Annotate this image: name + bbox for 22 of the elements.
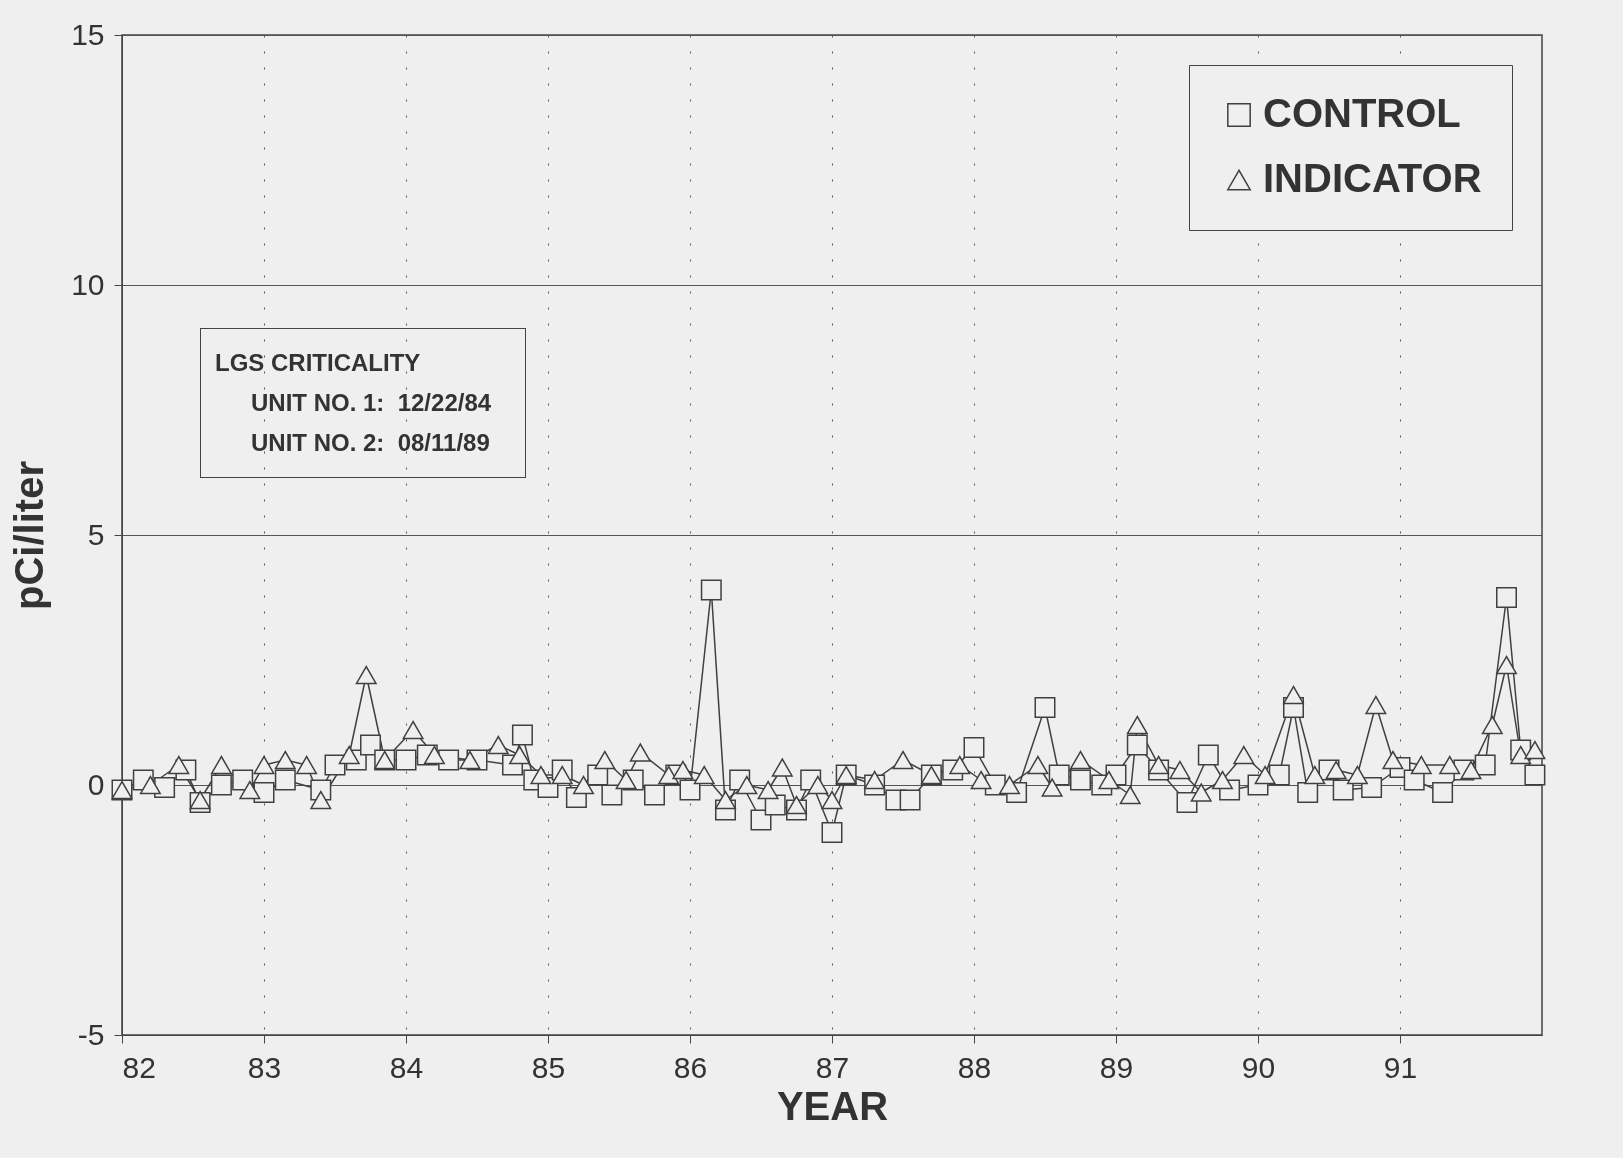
x-tick-label: 86: [673, 1050, 708, 1084]
y-tick-label: 10: [71, 267, 105, 301]
x-tick-label: 87: [815, 1050, 850, 1084]
x-tick-label: 88: [957, 1050, 992, 1084]
y-tick-label: -5: [77, 1017, 105, 1051]
y-tick-label: 0: [87, 767, 105, 801]
annotation: LGS CRITICALITY: [215, 348, 422, 378]
legend-label: INDICATOR: [1263, 156, 1482, 200]
x-tick-label: 85: [531, 1050, 566, 1084]
y-axis-title: pCi/liter: [7, 461, 52, 610]
x-tick-label: 91: [1383, 1050, 1418, 1084]
annotation: UNIT NO. 1: 12/22/84: [250, 388, 492, 418]
x-tick-label: 82: [122, 1050, 156, 1084]
x-tick-label: 90: [1241, 1050, 1276, 1084]
x-tick-label: 83: [247, 1050, 282, 1084]
x-tick-label: 89: [1099, 1050, 1134, 1084]
legend-label: CONTROL: [1263, 91, 1461, 135]
annotation: UNIT NO. 2: 08/11/89: [250, 428, 491, 458]
y-tick-label: 15: [71, 17, 105, 51]
x-tick-label: 84: [389, 1050, 424, 1084]
y-tick-label: 5: [87, 517, 105, 551]
x-axis-title: YEAR: [776, 1083, 889, 1128]
